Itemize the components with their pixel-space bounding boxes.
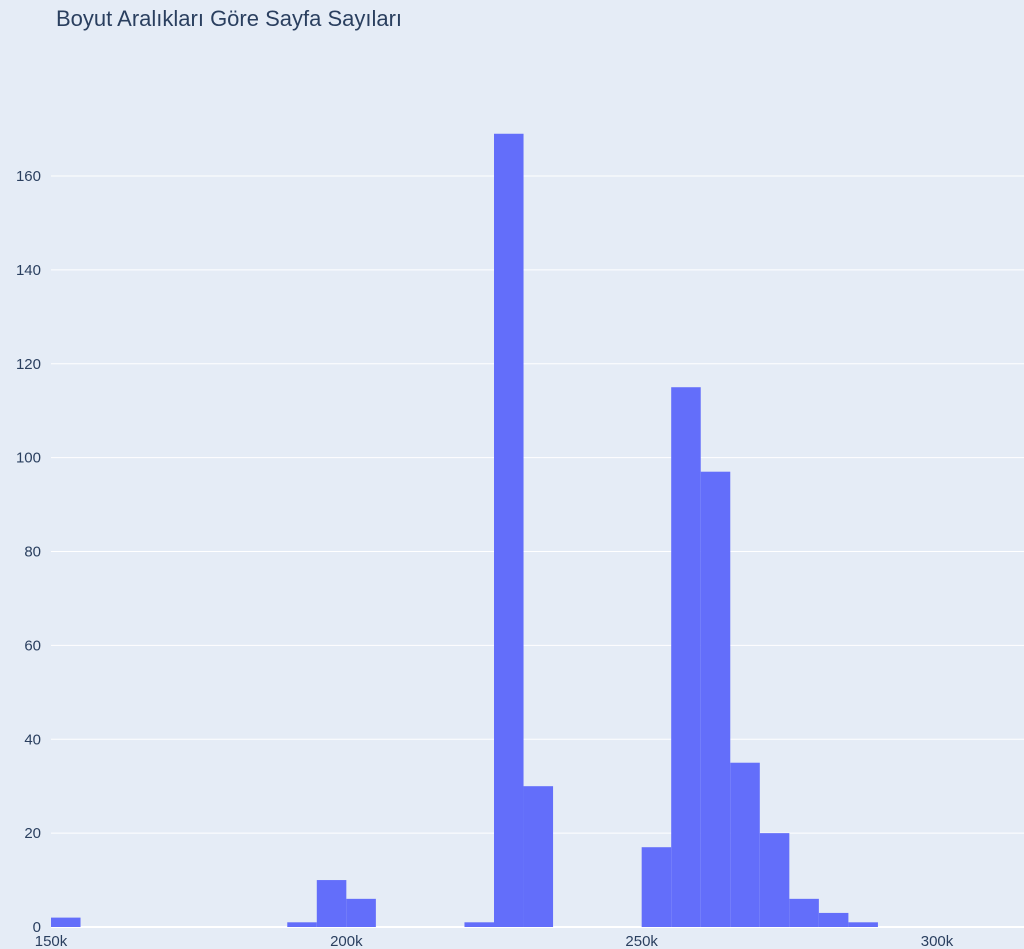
histogram-bar[interactable] xyxy=(641,847,672,927)
histogram-bar[interactable] xyxy=(848,922,878,927)
y-axis-ticks: 0 20 40 60 80 100 120 140 160 xyxy=(16,168,41,936)
x-tick-label: 150k xyxy=(35,933,68,949)
histogram-bar[interactable] xyxy=(346,898,376,927)
histogram-bar[interactable] xyxy=(759,833,790,927)
y-tick-label: 140 xyxy=(16,262,41,279)
y-tick-label: 0 xyxy=(33,919,41,936)
x-tick-label: 250k xyxy=(625,933,658,949)
histogram-bar[interactable] xyxy=(464,922,494,927)
x-tick-label: 300k xyxy=(921,933,954,949)
histogram-bars xyxy=(51,133,878,928)
histogram-bar[interactable] xyxy=(789,898,819,927)
y-tick-label: 20 xyxy=(24,825,41,842)
y-tick-label: 160 xyxy=(16,168,41,185)
y-tick-label: 100 xyxy=(16,450,41,467)
x-axis-ticks: 150k 200k 250k 300k xyxy=(35,933,954,949)
histogram-bar[interactable] xyxy=(494,133,524,928)
y-tick-label: 60 xyxy=(24,637,41,654)
x-tick-label: 200k xyxy=(330,933,363,949)
histogram-bar[interactable] xyxy=(818,912,849,927)
histogram-bar[interactable] xyxy=(700,471,731,927)
histogram-bar[interactable] xyxy=(316,880,347,927)
histogram-bar[interactable] xyxy=(287,922,317,927)
histogram-bar[interactable] xyxy=(523,786,554,927)
chart-title: Boyut Aralıkları Göre Sayfa Sayıları xyxy=(56,6,403,31)
y-tick-label: 40 xyxy=(24,731,41,748)
y-tick-label: 80 xyxy=(24,544,41,561)
y-tick-label: 120 xyxy=(16,356,41,373)
histogram-bar[interactable] xyxy=(730,762,760,927)
histogram-bar[interactable] xyxy=(671,387,701,927)
histogram-bar[interactable] xyxy=(51,917,81,927)
